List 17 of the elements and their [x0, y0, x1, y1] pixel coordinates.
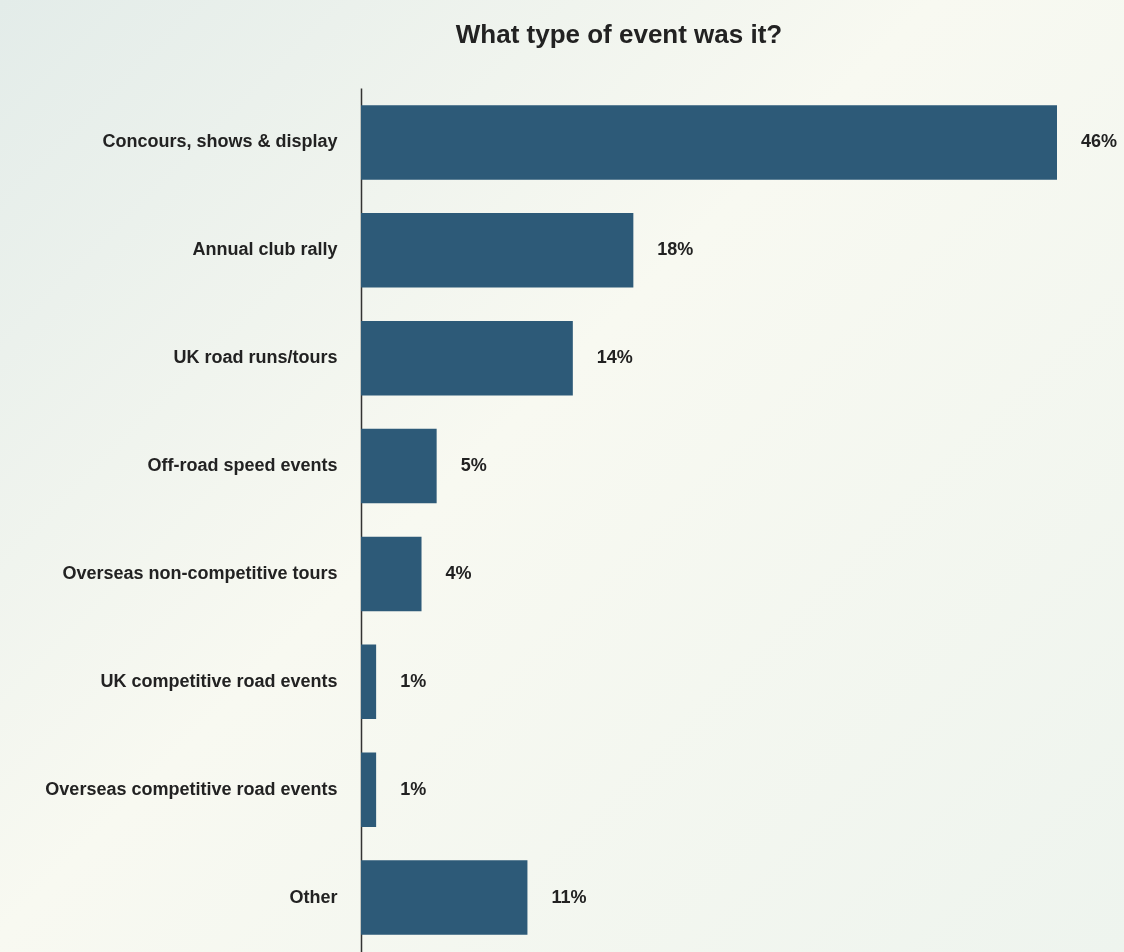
- y-tick-label: UK road runs/tours: [173, 347, 338, 368]
- data-label: 1%: [400, 670, 427, 691]
- y-tick-label: UK competitive road events: [100, 670, 338, 691]
- data-label: 4%: [445, 562, 472, 583]
- data-label: 14%: [596, 347, 633, 368]
- data-label: 1%: [400, 778, 427, 799]
- data-label: 18%: [657, 239, 694, 260]
- y-tick-label: Overseas competitive road events: [45, 778, 338, 799]
- chart-title: What type of event was it?: [455, 19, 783, 49]
- data-label: 5%: [460, 455, 487, 476]
- data-label: 46%: [1081, 131, 1118, 152]
- data-label: 11%: [551, 886, 587, 907]
- y-tick-label: Concours, shows & display: [102, 131, 338, 152]
- y-tick-label: Other: [289, 886, 338, 907]
- y-tick-label: Annual club rally: [192, 239, 338, 260]
- y-tick-label: Off-road speed events: [147, 455, 338, 476]
- y-tick-label: Overseas non-competitive tours: [62, 562, 338, 583]
